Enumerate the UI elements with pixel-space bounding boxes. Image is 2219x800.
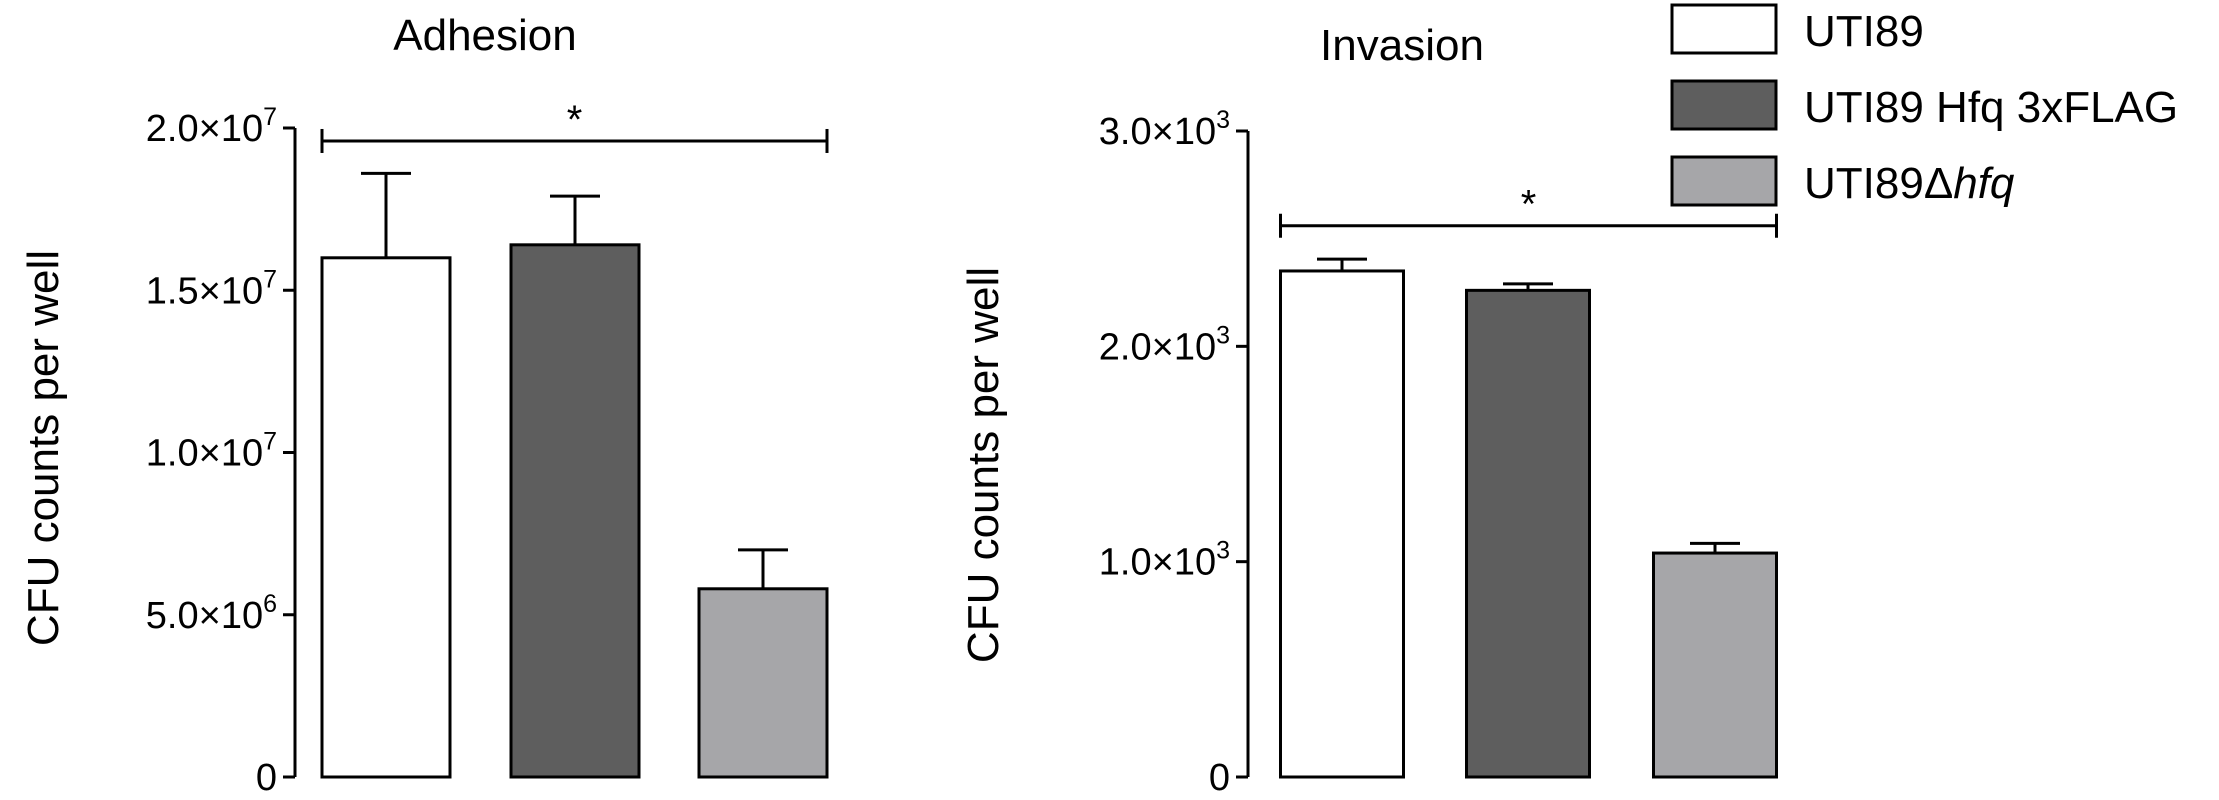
adhesion-significance-star: * [567,98,583,142]
invasion-significance-star: * [1521,183,1537,227]
adhesion-y-tick-label: 2.0×107 [146,103,277,150]
invasion-bars [1279,257,1778,779]
invasion-y-tick-label: 2.0×103 [1099,321,1230,368]
adhesion-y-tick-label: 1.5×107 [146,265,277,312]
adhesion-panel: Adhesion CFU counts per well 0 5.0×106 1.0… [19,11,829,799]
adhesion-bar-1 [320,256,452,779]
invasion-y-ticks: 0 1.0×103 2.0×103 3.0×103 [1099,106,1248,799]
invasion-y-tick-label: 3.0×103 [1099,106,1230,153]
invasion-y-tick-label: 1.0×103 [1099,537,1230,584]
adhesion-title: Adhesion [393,11,576,60]
invasion-y-axis-label: CFU counts per well [959,267,1008,663]
legend-label-3: UTI89Δhfq [1804,159,2015,208]
invasion-title: Invasion [1320,21,1484,70]
adhesion-y-tick-label: 0 [256,757,277,799]
adhesion-bar-3 [697,587,829,779]
adhesion-significance: * [320,98,829,153]
adhesion-bar-2 [509,243,641,779]
invasion-bar-2 [1465,288,1591,779]
adhesion-y-tick-label: 5.0×106 [146,590,277,637]
invasion-bar-3 [1652,551,1778,779]
legend-swatch-2 [1670,79,1778,131]
legend-label-2: UTI89 Hfq 3xFLAG [1804,83,2178,132]
adhesion-y-axis-label: CFU counts per well [19,250,68,646]
invasion-bar-1 [1279,269,1405,779]
invasion-y-tick-label: 0 [1209,757,1230,799]
adhesion-bars [320,171,829,779]
invasion-significance: * [1279,183,1778,238]
legend-swatch-1 [1670,3,1778,55]
adhesion-y-ticks: 0 5.0×106 1.0×107 1.5×107 2.0×107 [146,103,295,799]
legend: UTI89 UTI89 Hfq 3xFLAG UTI89Δhfq [1670,3,2178,208]
invasion-panel: Invasion CFU counts per well 0 1.0×103 2.0… [959,21,1778,799]
adhesion-y-tick-label: 1.0×107 [146,428,277,475]
legend-swatch-3 [1670,155,1778,207]
legend-label-1: UTI89 [1804,7,1924,56]
